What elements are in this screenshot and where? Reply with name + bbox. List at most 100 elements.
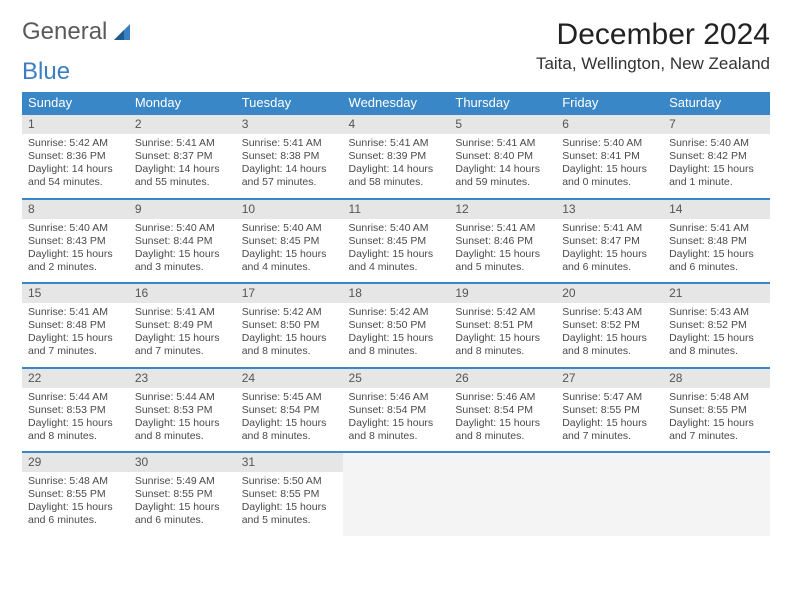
- day-number: 4: [343, 115, 450, 134]
- logo-sail-icon: [112, 22, 132, 42]
- daylight-line: Daylight: 15 hours and 4 minutes.: [242, 248, 337, 274]
- daylight-line: Daylight: 15 hours and 2 minutes.: [28, 248, 123, 274]
- day-body: Sunrise: 5:42 AMSunset: 8:51 PMDaylight:…: [449, 303, 556, 367]
- day-body: Sunrise: 5:41 AMSunset: 8:39 PMDaylight:…: [343, 134, 450, 198]
- day-body: Sunrise: 5:40 AMSunset: 8:43 PMDaylight:…: [22, 219, 129, 283]
- calendar-cell: 21Sunrise: 5:43 AMSunset: 8:52 PMDayligh…: [663, 283, 770, 368]
- sunset-line: Sunset: 8:45 PM: [349, 235, 444, 248]
- calendar-cell: 10Sunrise: 5:40 AMSunset: 8:45 PMDayligh…: [236, 199, 343, 284]
- sunset-line: Sunset: 8:47 PM: [562, 235, 657, 248]
- calendar-cell: 27Sunrise: 5:47 AMSunset: 8:55 PMDayligh…: [556, 368, 663, 453]
- sunrise-line: Sunrise: 5:46 AM: [349, 391, 444, 404]
- calendar-cell: 14Sunrise: 5:41 AMSunset: 8:48 PMDayligh…: [663, 199, 770, 284]
- daylight-line: Daylight: 15 hours and 8 minutes.: [135, 417, 230, 443]
- day-body: Sunrise: 5:44 AMSunset: 8:53 PMDaylight:…: [22, 388, 129, 452]
- daylight-line: Daylight: 15 hours and 6 minutes.: [135, 501, 230, 527]
- day-body: Sunrise: 5:40 AMSunset: 8:41 PMDaylight:…: [556, 134, 663, 198]
- sunrise-line: Sunrise: 5:40 AM: [135, 222, 230, 235]
- day-number: 16: [129, 284, 236, 303]
- day-body: Sunrise: 5:42 AMSunset: 8:36 PMDaylight:…: [22, 134, 129, 198]
- daylight-line: Daylight: 15 hours and 8 minutes.: [349, 417, 444, 443]
- day-body: Sunrise: 5:41 AMSunset: 8:46 PMDaylight:…: [449, 219, 556, 283]
- sunset-line: Sunset: 8:49 PM: [135, 319, 230, 332]
- day-number: 7: [663, 115, 770, 134]
- sunset-line: Sunset: 8:55 PM: [135, 488, 230, 501]
- day-number: 12: [449, 200, 556, 219]
- sunset-line: Sunset: 8:55 PM: [28, 488, 123, 501]
- calendar-cell: 30Sunrise: 5:49 AMSunset: 8:55 PMDayligh…: [129, 452, 236, 536]
- sunset-line: Sunset: 8:41 PM: [562, 150, 657, 163]
- day-body: Sunrise: 5:41 AMSunset: 8:49 PMDaylight:…: [129, 303, 236, 367]
- day-number: 19: [449, 284, 556, 303]
- day-number: 6: [556, 115, 663, 134]
- sunrise-line: Sunrise: 5:41 AM: [455, 137, 550, 150]
- sunrise-line: Sunrise: 5:45 AM: [242, 391, 337, 404]
- logo-word-1: General: [22, 18, 107, 46]
- day-number: 3: [236, 115, 343, 134]
- day-number: 30: [129, 453, 236, 472]
- sunrise-line: Sunrise: 5:44 AM: [28, 391, 123, 404]
- calendar-row: 22Sunrise: 5:44 AMSunset: 8:53 PMDayligh…: [22, 368, 770, 453]
- calendar-cell: 20Sunrise: 5:43 AMSunset: 8:52 PMDayligh…: [556, 283, 663, 368]
- day-number: 29: [22, 453, 129, 472]
- sunset-line: Sunset: 8:51 PM: [455, 319, 550, 332]
- day-body: Sunrise: 5:43 AMSunset: 8:52 PMDaylight:…: [663, 303, 770, 367]
- sunset-line: Sunset: 8:39 PM: [349, 150, 444, 163]
- day-body: Sunrise: 5:41 AMSunset: 8:40 PMDaylight:…: [449, 134, 556, 198]
- day-body: Sunrise: 5:48 AMSunset: 8:55 PMDaylight:…: [663, 388, 770, 452]
- calendar-cell: 25Sunrise: 5:46 AMSunset: 8:54 PMDayligh…: [343, 368, 450, 453]
- calendar-cell: 3Sunrise: 5:41 AMSunset: 8:38 PMDaylight…: [236, 114, 343, 199]
- sunset-line: Sunset: 8:55 PM: [669, 404, 764, 417]
- day-number: 21: [663, 284, 770, 303]
- calendar-cell: .: [663, 452, 770, 536]
- daylight-line: Daylight: 14 hours and 55 minutes.: [135, 163, 230, 189]
- day-body: Sunrise: 5:41 AMSunset: 8:48 PMDaylight:…: [22, 303, 129, 367]
- calendar-row: 8Sunrise: 5:40 AMSunset: 8:43 PMDaylight…: [22, 199, 770, 284]
- sunset-line: Sunset: 8:54 PM: [455, 404, 550, 417]
- sunrise-line: Sunrise: 5:42 AM: [28, 137, 123, 150]
- calendar-cell: 15Sunrise: 5:41 AMSunset: 8:48 PMDayligh…: [22, 283, 129, 368]
- daylight-line: Daylight: 15 hours and 7 minutes.: [135, 332, 230, 358]
- day-body: Sunrise: 5:50 AMSunset: 8:55 PMDaylight:…: [236, 472, 343, 536]
- day-number: 17: [236, 284, 343, 303]
- sunset-line: Sunset: 8:55 PM: [562, 404, 657, 417]
- calendar-cell: 19Sunrise: 5:42 AMSunset: 8:51 PMDayligh…: [449, 283, 556, 368]
- calendar-cell: 24Sunrise: 5:45 AMSunset: 8:54 PMDayligh…: [236, 368, 343, 453]
- calendar-cell: .: [449, 452, 556, 536]
- daylight-line: Daylight: 14 hours and 57 minutes.: [242, 163, 337, 189]
- day-body: Sunrise: 5:40 AMSunset: 8:42 PMDaylight:…: [663, 134, 770, 198]
- day-number: 1: [22, 115, 129, 134]
- month-title: December 2024: [536, 18, 770, 52]
- sunrise-line: Sunrise: 5:41 AM: [242, 137, 337, 150]
- logo: General: [22, 18, 134, 46]
- calendar-cell: 22Sunrise: 5:44 AMSunset: 8:53 PMDayligh…: [22, 368, 129, 453]
- sunrise-line: Sunrise: 5:41 AM: [135, 137, 230, 150]
- sunset-line: Sunset: 8:54 PM: [242, 404, 337, 417]
- daylight-line: Daylight: 15 hours and 8 minutes.: [349, 332, 444, 358]
- calendar-cell: 17Sunrise: 5:42 AMSunset: 8:50 PMDayligh…: [236, 283, 343, 368]
- calendar-row: 29Sunrise: 5:48 AMSunset: 8:55 PMDayligh…: [22, 452, 770, 536]
- day-body: Sunrise: 5:46 AMSunset: 8:54 PMDaylight:…: [343, 388, 450, 452]
- day-body: Sunrise: 5:41 AMSunset: 8:37 PMDaylight:…: [129, 134, 236, 198]
- daylight-line: Daylight: 15 hours and 6 minutes.: [562, 248, 657, 274]
- calendar-row: 1Sunrise: 5:42 AMSunset: 8:36 PMDaylight…: [22, 114, 770, 199]
- sunrise-line: Sunrise: 5:40 AM: [28, 222, 123, 235]
- sunset-line: Sunset: 8:42 PM: [669, 150, 764, 163]
- sunrise-line: Sunrise: 5:41 AM: [669, 222, 764, 235]
- day-body: Sunrise: 5:42 AMSunset: 8:50 PMDaylight:…: [343, 303, 450, 367]
- calendar-cell: .: [343, 452, 450, 536]
- day-number: 9: [129, 200, 236, 219]
- day-number: 5: [449, 115, 556, 134]
- daylight-line: Daylight: 15 hours and 3 minutes.: [135, 248, 230, 274]
- weekday-header: Saturday: [663, 92, 770, 114]
- calendar-cell: 2Sunrise: 5:41 AMSunset: 8:37 PMDaylight…: [129, 114, 236, 199]
- daylight-line: Daylight: 15 hours and 8 minutes.: [455, 332, 550, 358]
- day-body: Sunrise: 5:44 AMSunset: 8:53 PMDaylight:…: [129, 388, 236, 452]
- calendar-cell: 8Sunrise: 5:40 AMSunset: 8:43 PMDaylight…: [22, 199, 129, 284]
- sunrise-line: Sunrise: 5:40 AM: [242, 222, 337, 235]
- sunrise-line: Sunrise: 5:48 AM: [669, 391, 764, 404]
- logo-word-2: Blue: [22, 58, 770, 86]
- calendar-cell: 1Sunrise: 5:42 AMSunset: 8:36 PMDaylight…: [22, 114, 129, 199]
- day-number: 24: [236, 369, 343, 388]
- sunset-line: Sunset: 8:48 PM: [28, 319, 123, 332]
